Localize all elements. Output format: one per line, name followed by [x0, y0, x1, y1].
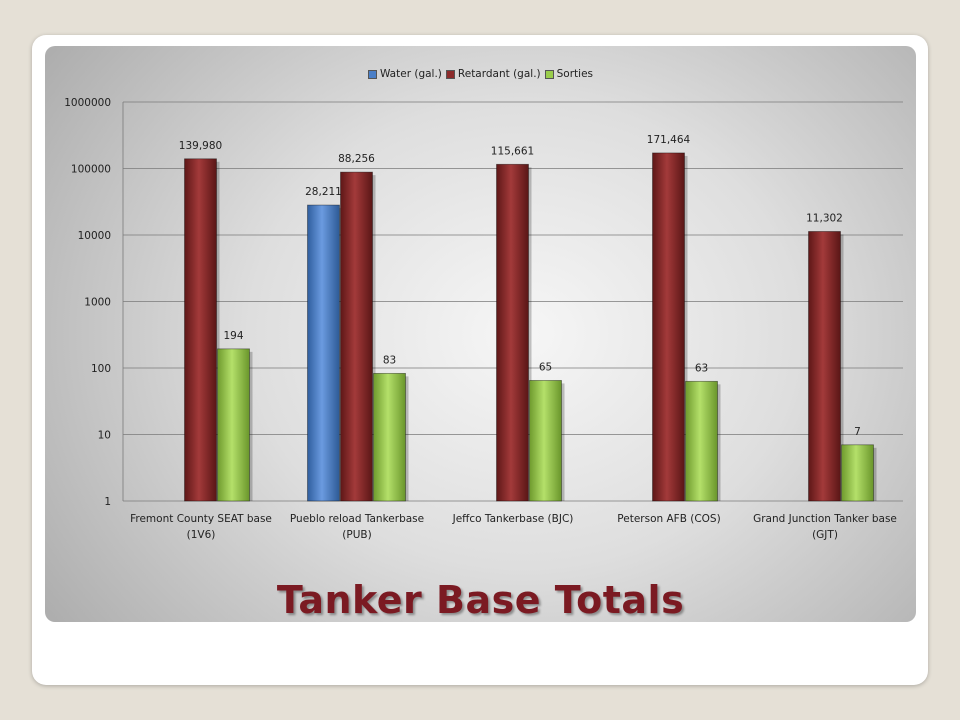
legend-swatch-retardant	[445, 69, 455, 79]
bar-sorties	[685, 380, 718, 502]
data-label: 88,256	[338, 153, 375, 165]
bar-sorties	[529, 380, 562, 502]
x-category-label: Jeffco Tankerbase (BJC)	[452, 513, 574, 525]
legend-swatch-sorties	[544, 69, 554, 79]
y-tick-label: 100000	[71, 164, 111, 176]
bar-retardant	[496, 163, 529, 502]
x-category-label: Peterson AFB (COS)	[617, 513, 720, 525]
chart-legend: Water (gal.) Retardant (gal.) Sorties	[45, 68, 916, 80]
bar-sorties	[217, 348, 250, 502]
legend-label-sorties: Sorties	[556, 68, 594, 80]
y-tick-label: 10	[98, 430, 111, 442]
x-category-label: Grand Junction Tanker base	[753, 513, 897, 525]
legend-label-retardant: Retardant (gal.)	[457, 68, 541, 80]
legend-item-sorties: Sorties	[544, 68, 594, 80]
legend-label-water: Water (gal.)	[379, 68, 442, 80]
data-label: 11,302	[806, 212, 843, 224]
data-label: 7	[854, 426, 861, 438]
bar-sorties	[841, 444, 874, 502]
slide-title: Tanker Base Totals	[276, 578, 685, 622]
bar-water	[307, 204, 340, 502]
chart-plot: 1 10 100 1000 10000 100000 1000000 139,980 194 Fr…	[64, 97, 903, 541]
x-category-label: (GJT)	[812, 529, 838, 541]
data-label: 83	[383, 354, 396, 366]
data-label: 139,980	[179, 140, 222, 152]
x-category-label: Pueblo reload Tankerbase	[290, 513, 424, 525]
y-tick-label: 100	[91, 363, 111, 375]
legend-item-water: Water (gal.)	[367, 68, 442, 80]
x-category-label: (1V6)	[187, 529, 216, 541]
data-label: 115,661	[491, 145, 534, 157]
data-label: 171,464	[647, 134, 691, 146]
data-label: 194	[223, 330, 243, 342]
legend-item-retardant: Retardant (gal.)	[445, 68, 541, 80]
bar-retardant	[184, 158, 217, 502]
x-category-label: (PUB)	[342, 529, 371, 541]
bar-sorties	[373, 372, 406, 502]
bar-retardant	[340, 171, 373, 502]
x-category-label: Fremont County SEAT base	[130, 513, 272, 525]
bar-retardant	[652, 152, 685, 502]
y-tick-label: 1	[104, 496, 111, 508]
bar-retardant	[808, 231, 841, 502]
data-label: 28,211	[305, 186, 342, 198]
y-tick-label: 10000	[78, 230, 111, 242]
y-tick-label: 1000000	[64, 97, 111, 109]
legend-swatch-water	[367, 69, 377, 79]
y-tick-label: 1000	[84, 297, 111, 309]
data-label: 63	[695, 362, 708, 374]
data-label: 65	[539, 361, 552, 373]
